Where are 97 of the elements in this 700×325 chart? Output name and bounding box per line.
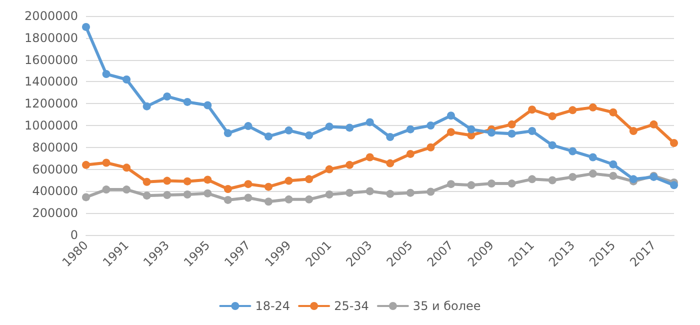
point	[264, 132, 272, 140]
point	[406, 125, 414, 134]
y-tick-label: 1400000	[24, 74, 78, 89]
point	[386, 133, 394, 141]
point	[163, 191, 172, 200]
point	[366, 187, 374, 196]
y-tick-label: 1800000	[24, 30, 78, 45]
point	[650, 120, 658, 128]
point	[244, 122, 252, 130]
point	[305, 175, 314, 184]
point	[82, 22, 90, 31]
point	[183, 98, 192, 106]
y-tick-label: 200000	[32, 206, 78, 220]
point	[528, 106, 536, 114]
point	[264, 198, 272, 206]
point	[568, 172, 577, 181]
point	[609, 108, 618, 116]
point	[325, 165, 334, 174]
point	[305, 131, 314, 140]
point	[346, 160, 354, 169]
point	[386, 190, 394, 198]
point	[244, 194, 252, 202]
y-tick-label: 0	[70, 228, 78, 242]
point	[204, 189, 212, 198]
point	[163, 176, 172, 185]
point	[406, 150, 414, 158]
point	[204, 176, 212, 184]
point	[142, 102, 151, 110]
point	[264, 182, 272, 191]
y-tick-label: 1000000	[24, 118, 78, 132]
point	[508, 180, 516, 188]
point	[588, 103, 597, 112]
point	[183, 190, 192, 198]
point	[609, 160, 618, 168]
point	[284, 176, 293, 185]
point	[244, 180, 252, 188]
legend-label: 25-34	[334, 299, 369, 313]
y-tick-label: 800000	[32, 140, 78, 154]
point	[366, 153, 374, 162]
y-tick-label: 1600000	[24, 52, 78, 67]
point	[609, 172, 618, 180]
point	[426, 188, 435, 196]
point	[467, 125, 476, 134]
point	[224, 129, 232, 138]
point	[102, 158, 110, 167]
point	[467, 181, 476, 190]
point	[568, 147, 577, 156]
point	[142, 178, 151, 186]
point	[325, 190, 334, 198]
point	[446, 112, 455, 120]
point	[305, 195, 314, 204]
point	[102, 186, 110, 194]
point	[426, 122, 435, 130]
point	[122, 186, 131, 194]
point	[204, 101, 212, 110]
point	[122, 164, 131, 172]
point	[588, 153, 597, 162]
point	[548, 141, 556, 150]
y-tick-label: 600000	[32, 162, 78, 176]
point	[366, 118, 374, 126]
point	[446, 128, 455, 136]
point	[629, 126, 638, 135]
legend-label: 35 и более	[412, 299, 481, 313]
point	[670, 139, 678, 148]
point	[82, 160, 90, 169]
point	[122, 76, 131, 84]
point	[508, 130, 516, 138]
point	[548, 112, 556, 120]
point	[488, 180, 496, 188]
point	[346, 124, 354, 132]
point	[568, 106, 577, 114]
point	[325, 122, 334, 131]
point	[224, 196, 232, 204]
point	[426, 143, 435, 152]
point	[508, 120, 516, 128]
point	[82, 193, 90, 202]
point	[588, 170, 597, 178]
point	[406, 188, 414, 197]
point	[346, 188, 354, 197]
point	[224, 185, 232, 194]
point	[183, 177, 192, 186]
point	[446, 180, 455, 188]
point	[528, 175, 536, 184]
point	[386, 159, 394, 168]
y-tick-label: 400000	[32, 184, 78, 198]
legend-label: 18-24	[255, 299, 290, 313]
point	[548, 176, 556, 184]
y-tick-label: 1200000	[24, 96, 78, 111]
point	[284, 195, 293, 204]
point	[528, 126, 536, 135]
point	[670, 181, 678, 190]
y-tick-label: 2000000	[24, 9, 78, 23]
point	[102, 70, 110, 78]
point	[488, 128, 496, 137]
point	[163, 92, 172, 100]
point	[142, 192, 151, 200]
point	[284, 126, 293, 134]
